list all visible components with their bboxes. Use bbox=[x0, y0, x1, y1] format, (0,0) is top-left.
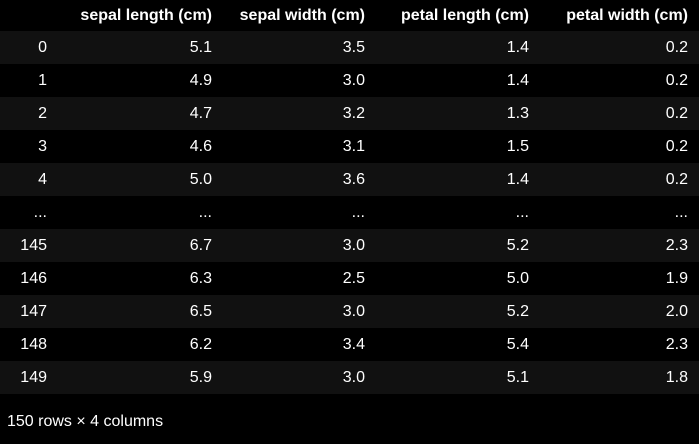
dataframe-output: sepal length (cm) sepal width (cm) petal… bbox=[0, 0, 699, 394]
cell-petal-width: 1.9 bbox=[665, 269, 688, 287]
cell-petal-length: 5.0 bbox=[506, 269, 529, 287]
cell-petal-length: 5.1 bbox=[506, 368, 529, 386]
table-row: 147 6.5 3.0 5.2 2.0 bbox=[0, 295, 699, 328]
cell-sepal-width: 3.0 bbox=[342, 71, 365, 89]
index-header bbox=[0, 0, 57, 31]
cell-petal-width: 0.2 bbox=[665, 71, 688, 89]
cell-sepal-width: 3.5 bbox=[342, 38, 365, 56]
cell-sepal-width: 3.0 bbox=[342, 302, 365, 320]
cell-sepal-length: 5.0 bbox=[189, 170, 212, 188]
row-index: 149 bbox=[20, 368, 47, 386]
cell-petal-width: ... bbox=[674, 203, 688, 221]
table-row: 2 4.7 3.2 1.3 0.2 bbox=[0, 97, 699, 130]
table-row: 149 5.9 3.0 5.1 1.8 bbox=[0, 361, 699, 394]
cell-petal-length: 1.4 bbox=[506, 38, 529, 56]
cell-sepal-length: 5.1 bbox=[189, 38, 212, 56]
table-row: 1 4.9 3.0 1.4 0.2 bbox=[0, 64, 699, 97]
row-index: 4 bbox=[38, 170, 47, 188]
cell-sepal-length: 6.7 bbox=[189, 236, 212, 254]
cell-sepal-width: 3.0 bbox=[342, 368, 365, 386]
row-index: 2 bbox=[38, 104, 47, 122]
cell-petal-width: 2.0 bbox=[665, 302, 688, 320]
cell-sepal-length: 6.2 bbox=[189, 335, 212, 353]
cell-petal-length: 1.3 bbox=[506, 104, 529, 122]
cell-petal-width: 0.2 bbox=[665, 170, 688, 188]
cell-petal-width: 0.2 bbox=[665, 38, 688, 56]
cell-petal-length: 1.4 bbox=[506, 170, 529, 188]
cell-sepal-length: 4.7 bbox=[189, 104, 212, 122]
cell-sepal-length: ... bbox=[198, 203, 212, 221]
cell-sepal-length: 4.9 bbox=[189, 71, 212, 89]
row-index: 0 bbox=[38, 38, 47, 56]
row-index: 145 bbox=[20, 236, 47, 254]
cell-petal-length: 1.5 bbox=[506, 137, 529, 155]
cell-petal-length: 1.4 bbox=[506, 71, 529, 89]
row-index: 147 bbox=[20, 302, 47, 320]
cell-sepal-width: 3.4 bbox=[342, 335, 365, 353]
cell-sepal-width: 2.5 bbox=[342, 269, 365, 287]
cell-sepal-width: 3.1 bbox=[342, 137, 365, 155]
column-header-petal-width: petal width (cm) bbox=[540, 0, 699, 31]
dataframe-table: sepal length (cm) sepal width (cm) petal… bbox=[0, 0, 699, 394]
cell-sepal-length: 6.3 bbox=[189, 269, 212, 287]
cell-petal-length: ... bbox=[515, 203, 529, 221]
cell-sepal-length: 6.5 bbox=[189, 302, 212, 320]
table-row: 145 6.7 3.0 5.2 2.3 bbox=[0, 229, 699, 262]
row-index: 148 bbox=[20, 335, 47, 353]
cell-sepal-width: 3.6 bbox=[342, 170, 365, 188]
cell-sepal-width: 3.0 bbox=[342, 236, 365, 254]
cell-sepal-width: ... bbox=[351, 203, 365, 221]
cell-petal-length: 5.2 bbox=[506, 236, 529, 254]
cell-petal-width: 1.8 bbox=[665, 368, 688, 386]
table-row: 4 5.0 3.6 1.4 0.2 bbox=[0, 163, 699, 196]
cell-petal-width: 2.3 bbox=[665, 335, 688, 353]
header-row: sepal length (cm) sepal width (cm) petal… bbox=[0, 0, 699, 31]
row-index: 1 bbox=[38, 71, 47, 89]
table-row-ellipsis: ... ... ... ... ... bbox=[0, 196, 699, 229]
row-index: 3 bbox=[38, 137, 47, 155]
cell-sepal-width: 3.2 bbox=[342, 104, 365, 122]
column-header-sepal-length: sepal length (cm) bbox=[57, 0, 223, 31]
row-index: 146 bbox=[20, 269, 47, 287]
cell-petal-width: 0.2 bbox=[665, 137, 688, 155]
table-row: 146 6.3 2.5 5.0 1.9 bbox=[0, 262, 699, 295]
table-row: 3 4.6 3.1 1.5 0.2 bbox=[0, 130, 699, 163]
cell-petal-width: 0.2 bbox=[665, 104, 688, 122]
table-row: 148 6.2 3.4 5.4 2.3 bbox=[0, 328, 699, 361]
column-header-petal-length: petal length (cm) bbox=[376, 0, 540, 31]
cell-petal-length: 5.4 bbox=[506, 335, 529, 353]
column-header-sepal-width: sepal width (cm) bbox=[223, 0, 376, 31]
cell-sepal-length: 5.9 bbox=[189, 368, 212, 386]
row-index: ... bbox=[33, 203, 47, 221]
cell-sepal-length: 4.6 bbox=[189, 137, 212, 155]
cell-petal-width: 2.3 bbox=[665, 236, 688, 254]
table-row: 0 5.1 3.5 1.4 0.2 bbox=[0, 31, 699, 64]
dataframe-shape-note: 150 rows × 4 columns bbox=[7, 413, 164, 430]
cell-petal-length: 5.2 bbox=[506, 302, 529, 320]
